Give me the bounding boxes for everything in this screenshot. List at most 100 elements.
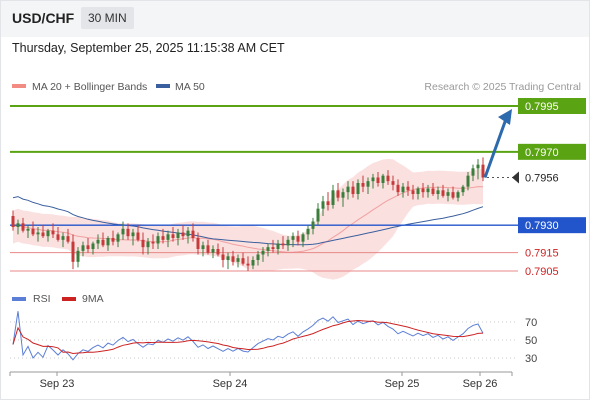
candle-body bbox=[176, 232, 180, 238]
current-price-label: 0.7956 bbox=[525, 173, 559, 185]
candle-body bbox=[381, 175, 385, 183]
candle-body bbox=[141, 239, 145, 248]
x-tick-label: Sep 25 bbox=[385, 378, 420, 390]
candle-body bbox=[481, 164, 485, 178]
candle-body bbox=[101, 239, 105, 246]
candle-body bbox=[76, 250, 80, 262]
candle-body bbox=[11, 216, 15, 227]
candle-body bbox=[146, 241, 150, 248]
candle-body bbox=[426, 188, 430, 193]
candle-body bbox=[71, 241, 75, 262]
candle-body bbox=[211, 249, 215, 253]
candle-body bbox=[356, 183, 360, 194]
candle-body bbox=[266, 247, 270, 251]
candle-body bbox=[316, 208, 320, 222]
candle-body bbox=[346, 186, 350, 193]
candle-body bbox=[331, 190, 335, 205]
candle-body bbox=[231, 256, 235, 262]
candle-body bbox=[166, 234, 170, 240]
candle-body bbox=[131, 232, 135, 237]
candle-body bbox=[336, 190, 340, 198]
bollinger-band bbox=[13, 159, 483, 280]
candle-body bbox=[161, 236, 165, 240]
candle-body bbox=[301, 234, 305, 242]
candle-body bbox=[286, 239, 290, 246]
legend-swatch-9ma bbox=[62, 297, 76, 301]
candle-body bbox=[251, 260, 255, 266]
candle-body bbox=[171, 234, 175, 238]
candle-body bbox=[236, 258, 240, 262]
candle-body bbox=[241, 258, 245, 264]
x-tick-label: Sep 26 bbox=[463, 378, 498, 390]
candle-body bbox=[411, 190, 415, 194]
resistance-label-box bbox=[518, 143, 586, 160]
forecast-arrow-shaft bbox=[483, 118, 508, 179]
candle-body bbox=[206, 245, 210, 253]
candle-body bbox=[126, 228, 130, 237]
candle-body bbox=[446, 192, 450, 196]
candle-body bbox=[226, 256, 230, 260]
candle-body bbox=[51, 230, 55, 235]
candle-body bbox=[16, 223, 20, 227]
timeframe-button[interactable]: 30 MIN bbox=[81, 7, 134, 29]
candle-body bbox=[376, 177, 380, 183]
legend-ma50: MA 50 bbox=[175, 81, 205, 93]
candle-body bbox=[341, 192, 345, 198]
pivot-label: 0.7930 bbox=[525, 220, 559, 232]
current-price-box bbox=[518, 169, 586, 186]
current-price-pointer bbox=[512, 171, 519, 184]
candle-body bbox=[366, 181, 370, 187]
legend-ma20: MA 20 + Bollinger Bands bbox=[32, 81, 147, 93]
chart-datetime: Thursday, September 25, 2025 11:15:38 AM… bbox=[12, 41, 285, 55]
legend-swatch-rsi bbox=[12, 297, 26, 301]
candle-body bbox=[406, 186, 410, 191]
resistance-label: 0.7995 bbox=[525, 101, 559, 113]
candle-body bbox=[401, 186, 405, 193]
candle-body bbox=[361, 183, 365, 187]
watermark: Research © 2025 Trading Central bbox=[424, 81, 581, 93]
candle-body bbox=[246, 263, 250, 266]
candle-body bbox=[61, 236, 65, 240]
candle-body bbox=[96, 239, 100, 244]
candle-body bbox=[386, 175, 390, 182]
candle-body bbox=[416, 188, 420, 194]
candle-body bbox=[121, 228, 125, 235]
candle-body bbox=[111, 238, 115, 242]
rsi-ma-line bbox=[12, 319, 484, 355]
candle-body bbox=[116, 234, 120, 242]
forecast-arrow-head bbox=[498, 109, 512, 125]
candle-body bbox=[351, 186, 355, 194]
candle-body bbox=[66, 236, 70, 242]
candle-body bbox=[21, 223, 25, 231]
candle-body bbox=[216, 249, 220, 255]
candle-body bbox=[186, 230, 190, 237]
resistance-label: 0.7970 bbox=[525, 147, 559, 159]
x-tick-label: Sep 24 bbox=[213, 378, 248, 390]
candle-body bbox=[26, 228, 30, 231]
legend-swatch-ma20 bbox=[12, 84, 26, 88]
legend-9ma: 9MA bbox=[82, 293, 104, 305]
symbol-label: USD/CHF bbox=[12, 10, 75, 26]
rsi-tick-label: 50 bbox=[525, 335, 537, 347]
candle-body bbox=[276, 243, 280, 249]
ma20-line bbox=[12, 186, 484, 253]
candle-body bbox=[391, 181, 395, 185]
candle-body bbox=[196, 238, 200, 249]
candle-body bbox=[86, 245, 90, 249]
candle-body bbox=[371, 177, 375, 182]
candle-body bbox=[306, 228, 310, 235]
pivot-label-box bbox=[518, 217, 586, 234]
candle-body bbox=[156, 236, 160, 244]
rsi-tick-label: 70 bbox=[525, 317, 537, 329]
candle-body bbox=[56, 234, 60, 240]
candle-body bbox=[476, 164, 480, 169]
candle-body bbox=[36, 232, 40, 235]
candle-body bbox=[466, 175, 470, 187]
candle-body bbox=[41, 232, 45, 237]
candle-body bbox=[106, 238, 110, 246]
legend-swatch-ma50 bbox=[156, 84, 170, 88]
candle-body bbox=[201, 245, 205, 249]
support-label: 0.7905 bbox=[525, 266, 559, 278]
candle-body bbox=[326, 201, 330, 205]
